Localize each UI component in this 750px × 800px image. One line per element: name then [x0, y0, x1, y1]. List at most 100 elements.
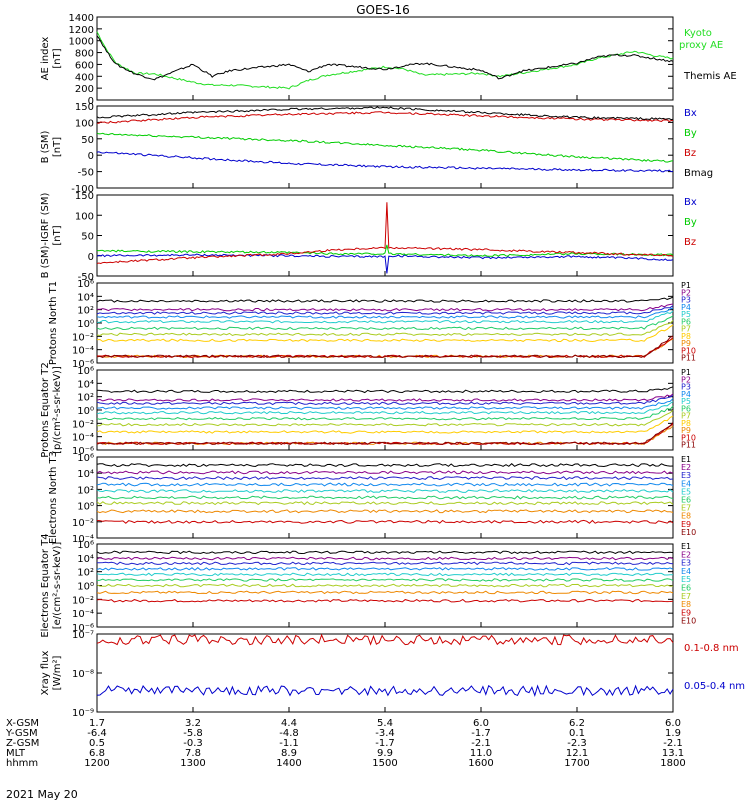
- series-line-0-1-0-8-nm: [96, 633, 674, 646]
- legend-label-e6: E6: [681, 496, 691, 505]
- y-tick-label: 10⁻⁷: [72, 630, 94, 641]
- legend-label-0-05-0-4-nm: 0.05-0.4 nm: [684, 681, 745, 692]
- legend-label-e4: E4: [681, 567, 691, 576]
- panel-2: -100 -50 0 50 100 150 B (SM) [nT] Bx By Bz Bmag: [40, 102, 713, 195]
- series-line-p4: [96, 307, 674, 319]
- y-axis-label: Protons North T1: [48, 281, 59, 365]
- legend-label-p6: P6: [681, 404, 691, 413]
- x-row-value: 6.8: [89, 748, 105, 759]
- series-line-e3: [96, 476, 674, 481]
- legend-label-e9: E9: [681, 608, 691, 617]
- series-line-e7: [96, 501, 674, 506]
- series-line-p10: [96, 423, 674, 446]
- x-row-value: 6.0: [665, 718, 681, 729]
- x-row-label: hhmm: [6, 758, 38, 769]
- x-row-label: Y-GSM: [5, 728, 38, 739]
- legend-label-p1: P1: [681, 281, 691, 290]
- series-line-p6: [96, 405, 674, 421]
- y-tick-label: 150: [75, 102, 94, 113]
- legend-label-p6: P6: [681, 317, 691, 326]
- footer-date: 2021 May 20: [6, 788, 78, 800]
- legend-label-p4: P4: [681, 303, 691, 312]
- series-line-p11: [96, 422, 674, 446]
- series-line-e3: [96, 561, 674, 566]
- series-line-themis-ae: [96, 35, 674, 81]
- legend-label-e9: E9: [681, 520, 691, 529]
- series-line-by: [96, 244, 674, 257]
- legend-label-p2: P2: [681, 375, 691, 384]
- x-row-value: 4.4: [281, 718, 297, 729]
- y-tick-label: 800: [75, 49, 94, 60]
- y-tick-label: 10⁻⁴: [72, 433, 94, 444]
- x-row-value: 13.1: [662, 748, 684, 759]
- series-line-p2: [96, 393, 674, 402]
- x-row-value: 7.8: [185, 748, 201, 759]
- y-tick-label: 10²: [77, 485, 94, 496]
- legend-label-bz: Bz: [684, 148, 696, 159]
- x-row-value: -2.1: [471, 738, 491, 749]
- legend-label-p11: P11: [681, 354, 696, 363]
- legend-label-e2: E2: [681, 550, 691, 559]
- panel-6: 10⁻⁴ 10⁻² 10⁰ 10² 10⁴ 10⁶ Electrons North T3 E1…: [48, 451, 696, 545]
- y-axis-label: Electrons Equator T4: [40, 533, 51, 637]
- legend-label-0-1-0-8-nm: 0.1-0.8 nm: [684, 643, 739, 654]
- x-row-value: 0.5: [89, 738, 105, 749]
- x-row-value: 1500: [372, 758, 397, 769]
- series-line-e9: [96, 519, 674, 524]
- legend-label-p3: P3: [681, 296, 691, 305]
- y-tick-label: 10⁻⁴: [72, 534, 94, 545]
- legend-label-p10: P10: [681, 433, 696, 442]
- series-line-p5: [96, 310, 674, 324]
- y-tick-label: 10⁻⁶: [72, 446, 94, 457]
- x-row-value: -6.4: [87, 728, 107, 739]
- legend-label-e4: E4: [681, 479, 691, 488]
- x-row-value: -1.7: [471, 728, 491, 739]
- y-tick-label: 10⁻²: [72, 332, 94, 343]
- series-line-p6: [96, 315, 674, 331]
- legend-label-bx: Bx: [684, 197, 697, 208]
- y-tick-label: 1200: [69, 25, 94, 36]
- y-tick-label: 10⁰: [77, 582, 94, 593]
- y-tick-label: 0: [88, 96, 94, 107]
- x-row-value: -4.8: [279, 728, 299, 739]
- y-tick-label: 50: [81, 135, 94, 146]
- y-axis-unit: [nT]: [52, 48, 63, 68]
- y-tick-label: 200: [75, 84, 94, 95]
- panel-7: 10⁻⁶ 10⁻⁴ 10⁻² 10⁰ 10² 10⁴ 10⁶ Electrons Equato…: [40, 533, 696, 637]
- y-axis-label: B (SM)-IGRF (SM): [40, 193, 51, 279]
- plot-title: GOES-16: [356, 3, 410, 17]
- y-tick-label: 10⁰: [77, 319, 94, 330]
- y-axis-unit: [nT]: [52, 225, 63, 245]
- y-axis-unit: [W/m²]: [52, 655, 63, 690]
- x-row-value: -5.8: [183, 728, 203, 739]
- legend-label-bmag: Bmag: [684, 168, 713, 179]
- y-tick-label: 10⁴: [77, 379, 94, 390]
- y-tick-label: 10⁶: [77, 453, 94, 464]
- series-line-e2: [96, 470, 674, 475]
- series-line-p3: [96, 395, 674, 406]
- y-tick-label: 10⁶: [77, 279, 94, 290]
- series-line-p8: [96, 415, 674, 434]
- legend-label-p3: P3: [681, 383, 691, 392]
- y-axis-label: Electrons North T3: [48, 451, 59, 544]
- y-tick-label: 1400: [69, 13, 94, 24]
- x-row-value: -3.4: [375, 728, 395, 739]
- y-axis-unit: [p/(cm²-s-sr-keV)]: [52, 366, 63, 454]
- legend-label-p2: P2: [681, 288, 691, 297]
- y-tick-label: 10²: [77, 306, 94, 317]
- x-row-value: -2.3: [567, 738, 587, 749]
- x-row-value: 8.9: [281, 748, 297, 759]
- legend-label-p7: P7: [681, 325, 691, 334]
- legend-label-p5: P5: [681, 310, 691, 319]
- legend-label-p8: P8: [681, 332, 691, 341]
- y-tick-label: 10⁻⁶: [72, 623, 94, 634]
- panel-3: -50 0 50 100 150 B (SM)-IGRF (SM) [nT] Bx By Bz: [40, 191, 697, 283]
- y-tick-label: 0: [88, 252, 94, 263]
- x-row-value: 1600: [468, 758, 493, 769]
- legend-label-p10: P10: [681, 346, 696, 355]
- series-line-bx: [96, 253, 674, 274]
- y-tick-label: -50: [78, 272, 94, 283]
- legend-label-e1: E1: [681, 542, 691, 551]
